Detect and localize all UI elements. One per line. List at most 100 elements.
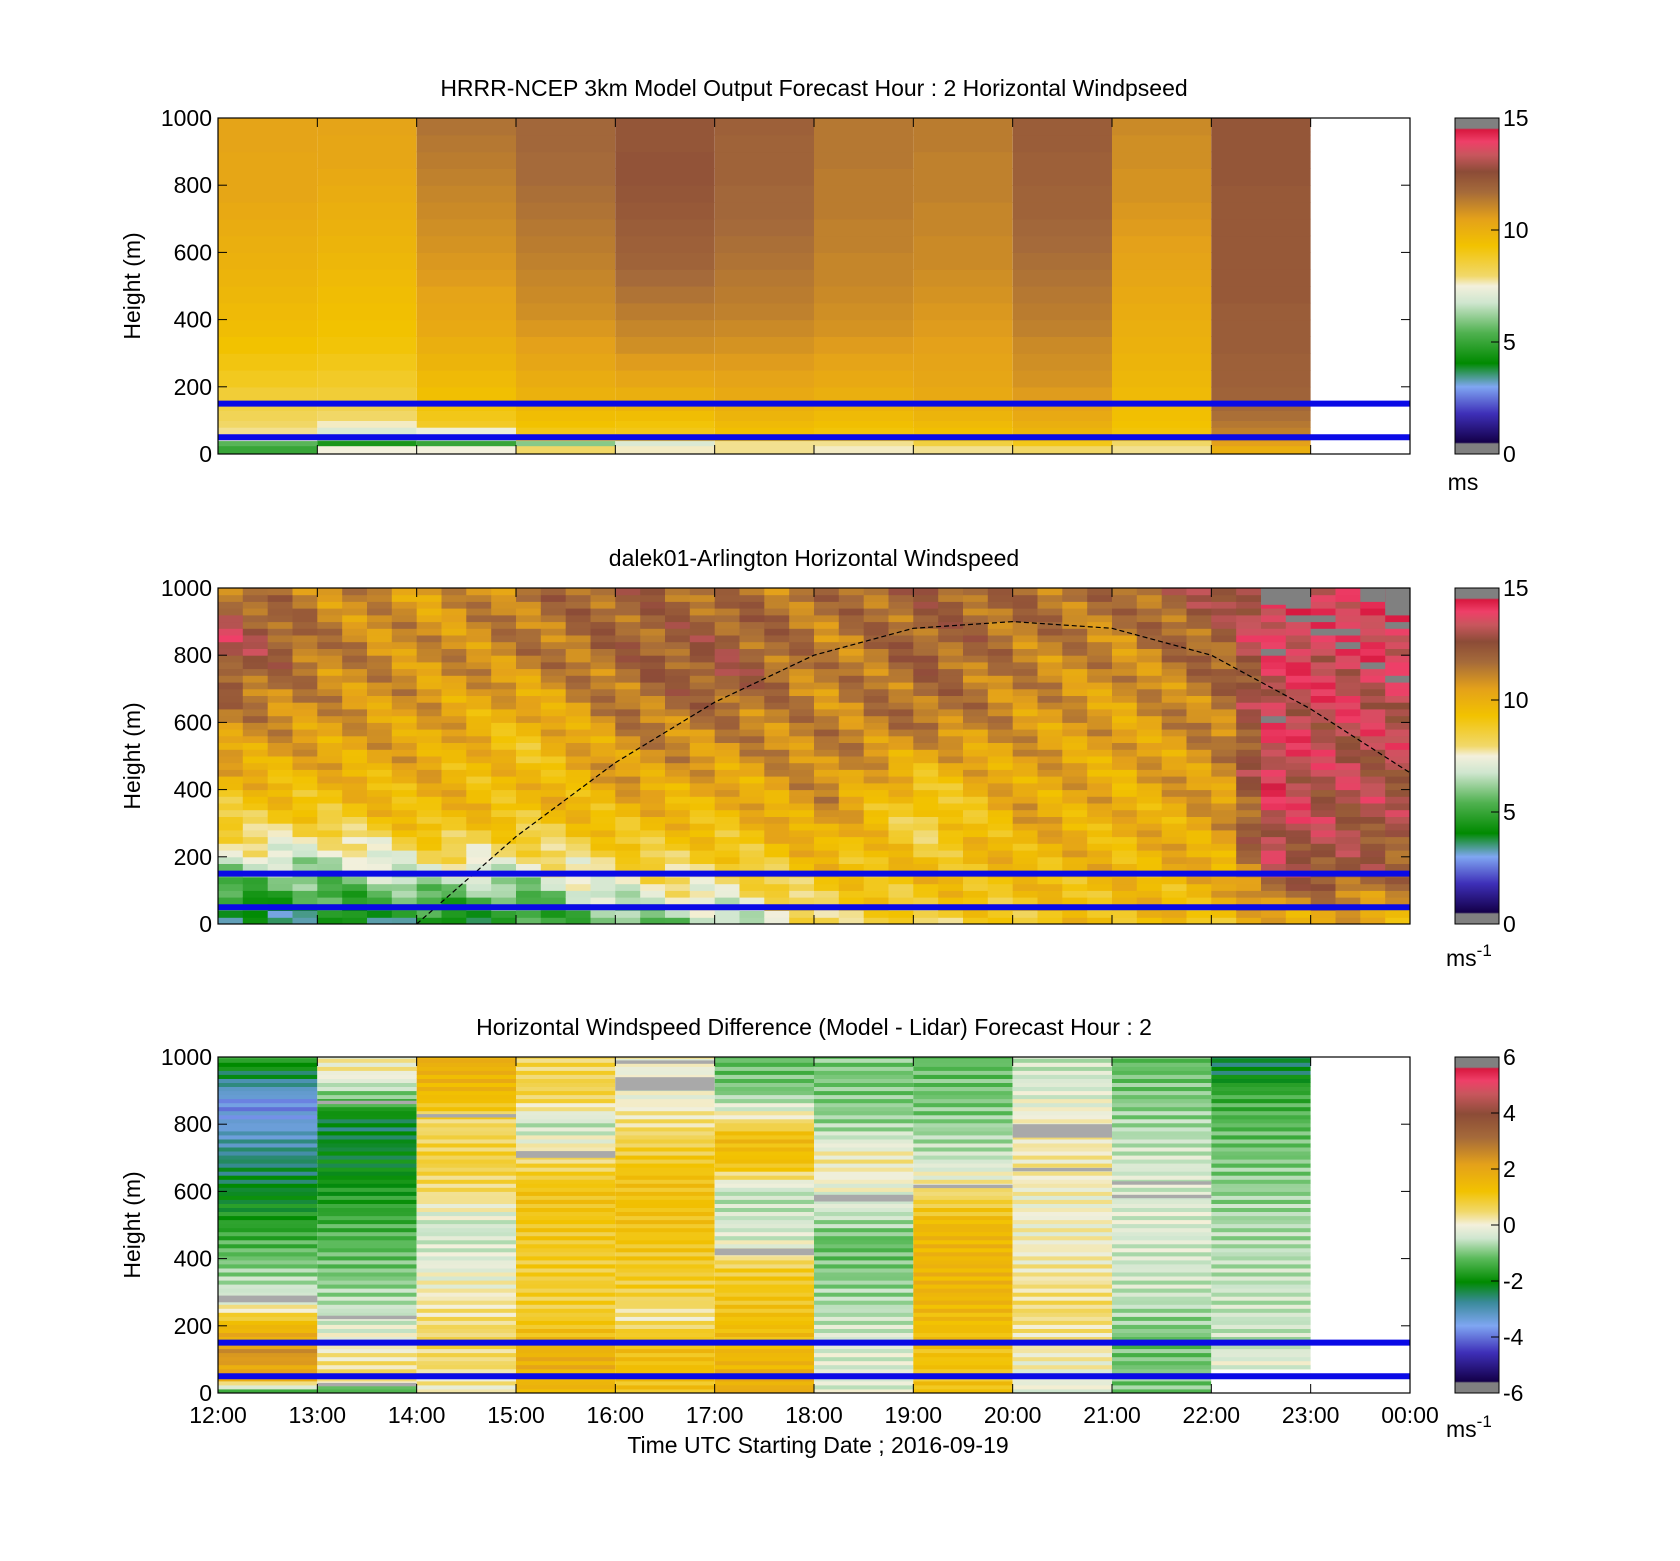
heatmap-cell bbox=[913, 1344, 1013, 1350]
heatmap-cell bbox=[913, 1195, 1013, 1200]
heatmap-cell bbox=[739, 897, 765, 905]
heatmap-cell bbox=[317, 856, 343, 864]
heatmap-cell bbox=[1310, 688, 1336, 696]
heatmap-cell bbox=[1112, 1255, 1212, 1261]
heatmap-cell bbox=[242, 910, 269, 918]
heatmap-cell bbox=[1360, 729, 1386, 737]
heatmap-cell bbox=[516, 1292, 616, 1297]
heatmap-cell bbox=[317, 588, 343, 596]
heatmap-cell bbox=[1360, 668, 1386, 676]
heatmap-cell bbox=[1112, 1159, 1212, 1164]
heatmap-cell bbox=[218, 829, 244, 838]
heatmap-cell bbox=[1037, 695, 1063, 703]
heatmap-cell bbox=[218, 440, 318, 447]
heatmap-cell bbox=[218, 185, 318, 203]
heatmap-cell bbox=[615, 1191, 715, 1196]
heatmap-cell bbox=[913, 1155, 1013, 1160]
heatmap-cell bbox=[615, 302, 715, 321]
heatmap-cell bbox=[416, 1344, 516, 1350]
heatmap-cell bbox=[1087, 843, 1113, 851]
x-tick-label: 14:00 bbox=[388, 1402, 446, 1428]
heatmap-cell bbox=[317, 1332, 417, 1337]
heatmap-cell bbox=[1112, 1057, 1212, 1059]
heatmap-cell bbox=[838, 890, 865, 898]
heatmap-cell bbox=[963, 836, 989, 844]
heatmap-cell bbox=[1211, 1179, 1311, 1184]
heatmap-cell bbox=[913, 1094, 1013, 1100]
heatmap-cell bbox=[416, 843, 442, 851]
heatmap-cell bbox=[1236, 661, 1262, 670]
heatmap-cell bbox=[764, 594, 790, 602]
heatmap-cell bbox=[1012, 1316, 1112, 1321]
heatmap-cell bbox=[218, 218, 318, 237]
heatmap-cell bbox=[863, 836, 889, 844]
heatmap-cell bbox=[391, 742, 418, 750]
heatmap-cell bbox=[1335, 890, 1361, 898]
heatmap-cell bbox=[1211, 1231, 1311, 1237]
heatmap-cell bbox=[714, 353, 814, 371]
heatmap-cell bbox=[1236, 715, 1262, 723]
heatmap-cell bbox=[1112, 883, 1138, 891]
heatmap-cell bbox=[1012, 1203, 1112, 1208]
heatmap-cell bbox=[714, 1199, 814, 1204]
heatmap-cell bbox=[317, 1296, 417, 1301]
heatmap-cell bbox=[615, 729, 641, 737]
heatmap-cell bbox=[416, 1308, 516, 1313]
heatmap-cell bbox=[789, 742, 815, 750]
heatmap-cell bbox=[416, 883, 442, 891]
heatmap-cell bbox=[1112, 843, 1138, 851]
heatmap-cell bbox=[1012, 1074, 1112, 1079]
heatmap-cell bbox=[814, 709, 840, 717]
heatmap-cell bbox=[317, 655, 343, 663]
heatmap-cell bbox=[565, 588, 591, 596]
heatmap-cell bbox=[789, 628, 815, 636]
heatmap-cell bbox=[764, 641, 790, 649]
heatmap-cell bbox=[1112, 1126, 1212, 1132]
heatmap-cell bbox=[1285, 796, 1312, 804]
heatmap-cell bbox=[814, 702, 840, 710]
heatmap-cell bbox=[1087, 749, 1113, 757]
heatmap-cell bbox=[838, 729, 865, 737]
heatmap-cell bbox=[416, 386, 516, 401]
heatmap-cell bbox=[615, 1159, 715, 1164]
heatmap-cell bbox=[1211, 1235, 1311, 1241]
heatmap-cell bbox=[764, 856, 790, 864]
panel-model-reference-lines bbox=[218, 400, 1410, 441]
heatmap-cell bbox=[913, 1203, 1013, 1208]
heatmap-cell bbox=[888, 910, 914, 918]
heatmap-cell bbox=[441, 709, 467, 717]
x-tick-label: 00:00 bbox=[1381, 1402, 1439, 1428]
heatmap-cell bbox=[689, 655, 716, 663]
heatmap-cell bbox=[242, 796, 269, 804]
heatmap-cell bbox=[1285, 782, 1312, 791]
heatmap-cell bbox=[1211, 796, 1237, 804]
heatmap-cell bbox=[391, 749, 418, 757]
heatmap-cell bbox=[267, 883, 293, 891]
heatmap-cell bbox=[1360, 762, 1386, 770]
heatmap-cell bbox=[913, 1380, 1013, 1386]
heatmap-cell bbox=[689, 614, 716, 623]
heatmap-cell bbox=[814, 1380, 914, 1386]
heatmap-cell bbox=[1360, 635, 1386, 643]
heatmap-cell bbox=[814, 1251, 914, 1257]
heatmap-cell bbox=[615, 877, 641, 885]
heatmap-cell bbox=[1261, 803, 1287, 811]
heatmap-cell bbox=[888, 729, 914, 737]
heatmap-cell bbox=[242, 856, 269, 864]
heatmap-cell bbox=[416, 688, 442, 696]
heatmap-cell bbox=[1012, 1159, 1112, 1164]
heatmap-cell bbox=[640, 796, 666, 804]
heatmap-cell bbox=[764, 628, 790, 636]
heatmap-cell bbox=[714, 427, 814, 435]
heatmap-cell bbox=[1012, 185, 1112, 203]
heatmap-cell bbox=[267, 863, 293, 871]
heatmap-cell bbox=[1335, 621, 1361, 629]
heatmap-cell bbox=[938, 776, 964, 784]
heatmap-cell bbox=[565, 809, 591, 817]
heatmap-cell bbox=[367, 769, 393, 777]
heatmap-cell bbox=[342, 756, 368, 764]
heatmap-cell bbox=[267, 809, 293, 817]
heatmap-cell bbox=[516, 1199, 616, 1204]
heatmap-cell bbox=[665, 843, 691, 851]
heatmap-cell bbox=[1335, 722, 1361, 730]
